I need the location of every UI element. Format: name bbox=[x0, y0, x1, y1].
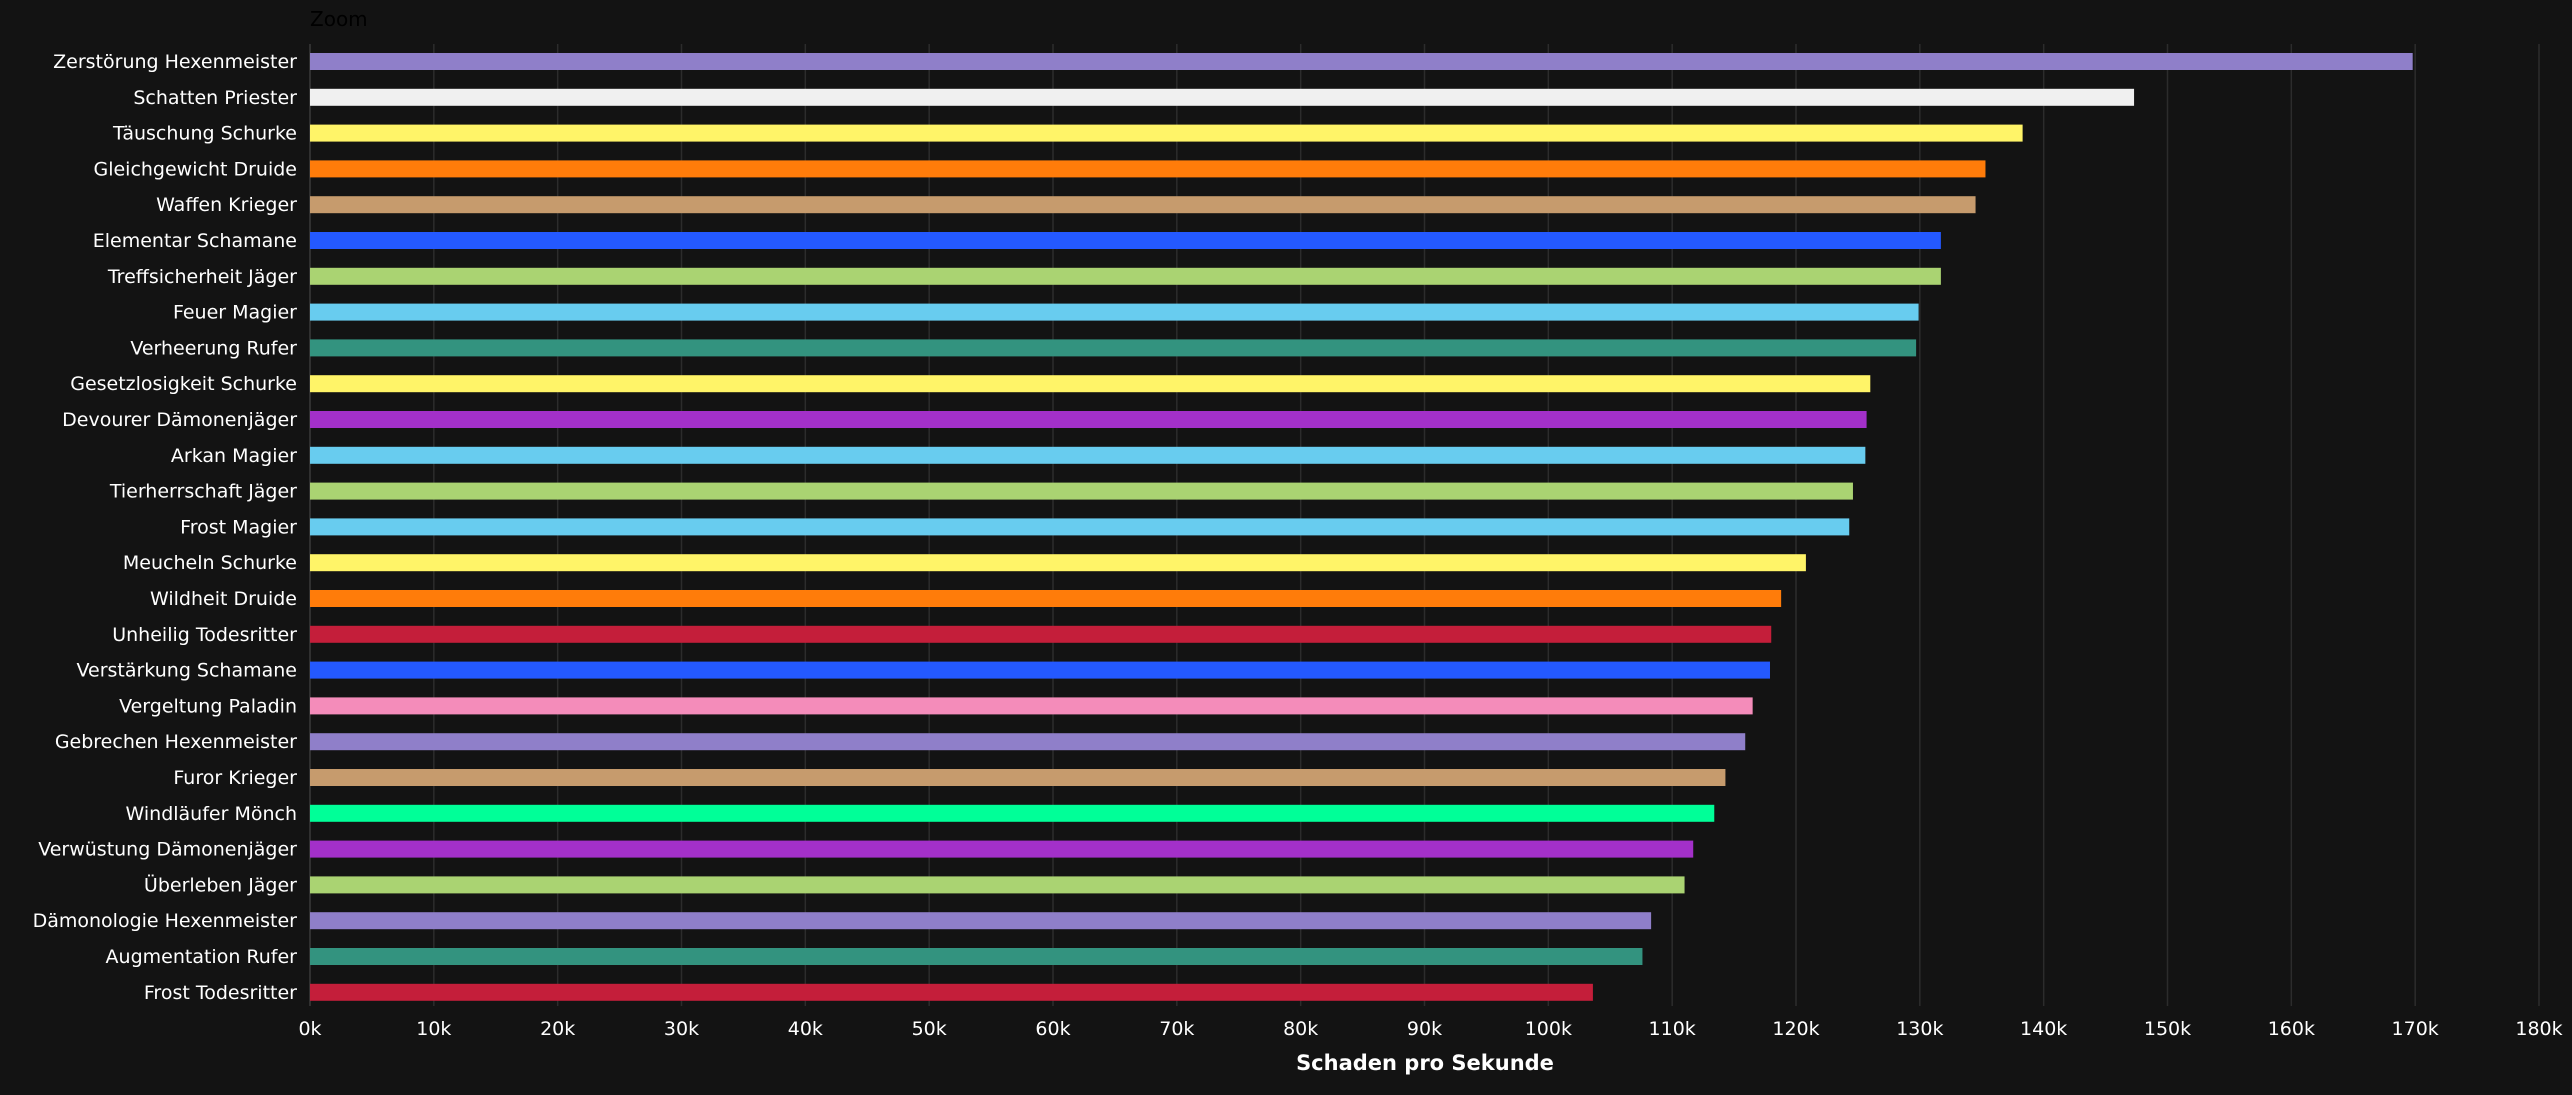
x-tick-label: 70k bbox=[1159, 1018, 1194, 1040]
bar[interactable] bbox=[310, 590, 1782, 607]
zoom-label[interactable]: Zoom bbox=[310, 7, 368, 31]
category-label: Gebrechen Hexenmeister bbox=[55, 731, 297, 753]
x-tick-labels: 0k 10k 20k 30k 40k 50k 60k 70k 80k 90k 100k 110k 120… bbox=[298, 1018, 2562, 1040]
category-label: Dämonologie Hexenmeister bbox=[33, 910, 298, 932]
category-label: Gleichgewicht Druide bbox=[93, 158, 297, 180]
category-label: Frost Magier bbox=[180, 516, 297, 538]
x-tick-label: 30k bbox=[664, 1018, 699, 1040]
bar[interactable] bbox=[310, 876, 1685, 894]
x-tick-label: 0k bbox=[298, 1018, 321, 1040]
x-tick-label: 170k bbox=[2392, 1018, 2439, 1040]
x-tick-label: 110k bbox=[1649, 1018, 1696, 1040]
x-tick-label: 100k bbox=[1525, 1018, 1572, 1040]
bar[interactable] bbox=[310, 88, 2135, 106]
category-label: Zerstörung Hexenmeister bbox=[53, 51, 297, 73]
x-tick-label: 80k bbox=[1283, 1018, 1318, 1040]
category-label: Frost Todesritter bbox=[144, 982, 297, 1004]
x-tick-label: 130k bbox=[1896, 1018, 1943, 1040]
bar[interactable] bbox=[310, 53, 2413, 70]
bar[interactable] bbox=[310, 303, 1919, 321]
category-label: Furor Krieger bbox=[173, 767, 297, 789]
category-labels: Zerstörung Hexenmeister Schatten Priester… bbox=[33, 51, 298, 1004]
category-label: Tierherrschaft Jäger bbox=[109, 481, 297, 503]
bar[interactable] bbox=[310, 948, 1643, 965]
category-label: Vergeltung Paladin bbox=[119, 695, 297, 717]
category-label: Windläufer Mönch bbox=[126, 803, 298, 825]
category-label: Verwüstung Dämonenjäger bbox=[38, 839, 297, 861]
category-label: Waffen Krieger bbox=[156, 194, 297, 216]
bar[interactable] bbox=[310, 124, 2023, 142]
x-tick-label: 90k bbox=[1407, 1018, 1442, 1040]
bar[interactable] bbox=[310, 840, 1694, 858]
bar[interactable] bbox=[310, 446, 1866, 464]
bar[interactable] bbox=[310, 983, 1593, 1001]
bar[interactable] bbox=[310, 232, 1941, 249]
x-tick-label: 10k bbox=[416, 1018, 451, 1040]
category-label: Verheerung Rufer bbox=[130, 337, 297, 359]
bar[interactable] bbox=[310, 411, 1867, 428]
bar[interactable] bbox=[310, 912, 1652, 930]
bar[interactable] bbox=[310, 196, 1976, 214]
bar[interactable] bbox=[310, 733, 1746, 751]
x-tick-label: 150k bbox=[2144, 1018, 2191, 1040]
bar[interactable] bbox=[310, 375, 1871, 393]
x-axis-title: Schaden pro Sekunde bbox=[1296, 1051, 1554, 1075]
category-label: Überleben Jäger bbox=[144, 873, 297, 896]
bar[interactable] bbox=[310, 804, 1715, 822]
bar[interactable] bbox=[310, 160, 1986, 178]
x-tick-label: 50k bbox=[912, 1018, 947, 1040]
category-label: Devourer Dämonenjäger bbox=[62, 409, 297, 431]
category-label: Arkan Magier bbox=[171, 445, 297, 467]
bar[interactable] bbox=[310, 339, 1917, 357]
bar[interactable] bbox=[310, 518, 1850, 536]
bar[interactable] bbox=[310, 769, 1726, 786]
category-label: Feuer Magier bbox=[173, 302, 297, 324]
x-tick-label: 40k bbox=[788, 1018, 823, 1040]
x-tick-label: 160k bbox=[2268, 1018, 2315, 1040]
category-label: Meucheln Schurke bbox=[123, 552, 297, 574]
bar[interactable] bbox=[310, 267, 1941, 285]
category-label: Wildheit Druide bbox=[150, 588, 297, 610]
x-tick-label: 120k bbox=[1772, 1018, 1819, 1040]
bar[interactable] bbox=[310, 697, 1753, 715]
category-label: Augmentation Rufer bbox=[106, 946, 298, 968]
bar[interactable] bbox=[310, 554, 1806, 572]
bar[interactable] bbox=[310, 482, 1853, 500]
bar[interactable] bbox=[310, 625, 1772, 643]
bar[interactable] bbox=[310, 661, 1770, 679]
bars bbox=[310, 53, 2413, 1001]
category-label: Täuschung Schurke bbox=[112, 123, 297, 145]
x-tick-label: 180k bbox=[2515, 1018, 2562, 1040]
category-label: Gesetzlosigkeit Schurke bbox=[70, 373, 297, 395]
category-label: Schatten Priester bbox=[133, 87, 297, 109]
x-tick-label: 20k bbox=[540, 1018, 575, 1040]
x-tick-label: 140k bbox=[2020, 1018, 2067, 1040]
category-label: Verstärkung Schamane bbox=[76, 660, 297, 682]
category-label: Elementar Schamane bbox=[93, 230, 297, 252]
x-tick-label: 60k bbox=[1035, 1018, 1070, 1040]
category-label: Treffsicherheit Jäger bbox=[107, 266, 297, 288]
category-label: Unheilig Todesritter bbox=[112, 624, 297, 646]
